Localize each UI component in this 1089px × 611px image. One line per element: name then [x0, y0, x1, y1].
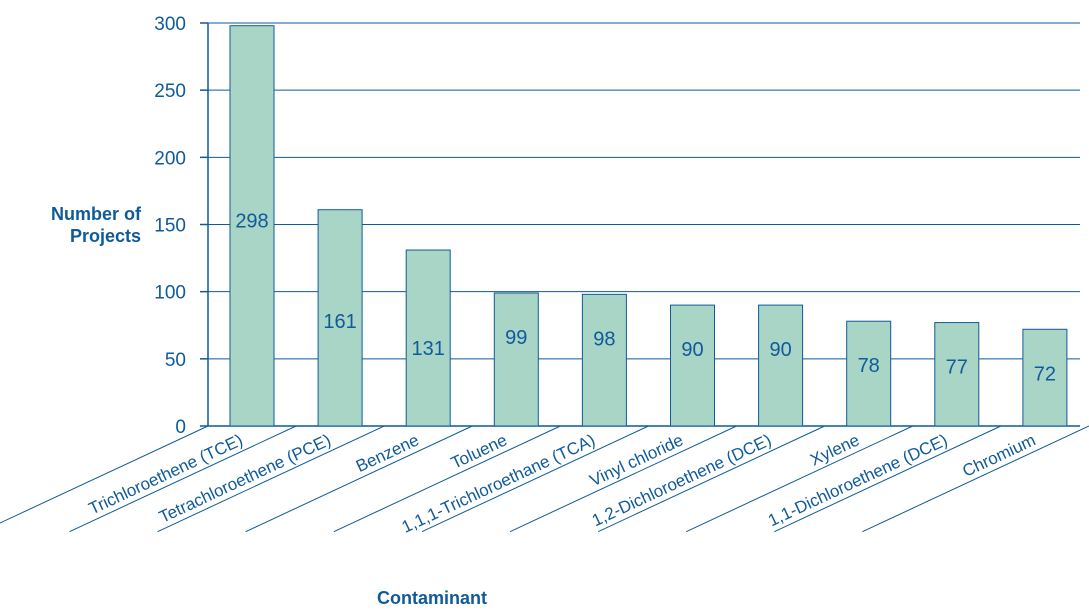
x-category-label: Benzene [353, 430, 422, 476]
y-tick-label: 0 [175, 417, 186, 438]
category-divider [421, 425, 649, 533]
category-divider [69, 425, 297, 533]
category-divider [597, 425, 825, 533]
y-axis-title-line-1: Number of [51, 204, 142, 224]
data-label: 99 [505, 327, 527, 349]
y-tick-label: 300 [154, 14, 186, 35]
category-divider [333, 425, 561, 533]
category-divider [774, 425, 1002, 533]
value-labels: 298 161 131 99 98 90 90 78 77 72 [235, 211, 1056, 386]
category-divider [862, 425, 1089, 533]
data-label: 90 [769, 339, 791, 361]
category-divider [157, 425, 385, 533]
bar [758, 304, 804, 427]
x-category-label: Xylene [807, 430, 862, 469]
y-tick-label: 100 [154, 283, 186, 304]
y-tick-labels: 0 50 100 150 200 250 300 [154, 14, 186, 438]
bar [670, 304, 715, 427]
y-axis-title-line-2: Projects [70, 226, 141, 246]
data-label: 131 [412, 338, 445, 360]
data-label: 161 [323, 311, 356, 333]
category-divider [245, 425, 473, 533]
bar [1022, 328, 1068, 427]
category-divider [686, 425, 914, 533]
bar [405, 249, 451, 427]
data-label: 90 [681, 339, 703, 361]
category-divider [509, 425, 737, 533]
bar [229, 25, 275, 427]
bar [581, 293, 627, 427]
data-label: 98 [593, 328, 615, 350]
y-tick-label: 50 [165, 350, 186, 371]
data-label: 298 [235, 211, 268, 233]
y-tick-label: 200 [154, 148, 186, 169]
bars [229, 25, 1068, 427]
x-axis-title: Contaminant [377, 588, 487, 608]
bar [846, 320, 892, 427]
bar [493, 292, 539, 427]
category-divider [0, 425, 209, 524]
data-label: 77 [946, 357, 968, 379]
data-label: 72 [1034, 363, 1056, 385]
bar [934, 322, 980, 427]
category-labels: Trichloroethene (TCE)Tetrachloroethene (… [86, 430, 1039, 536]
y-tick-label: 150 [154, 216, 186, 237]
y-tick-label: 250 [154, 81, 186, 102]
x-category-label: Toluene [448, 430, 510, 472]
data-label: 78 [858, 355, 880, 377]
bar [317, 209, 363, 427]
